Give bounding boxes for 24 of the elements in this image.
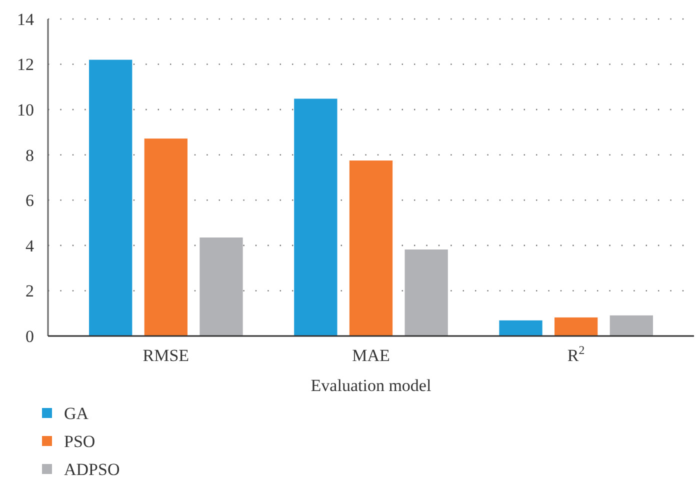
y-tick-label: 10 xyxy=(17,100,34,120)
y-tick-label: 8 xyxy=(26,146,34,165)
legend-label: GA xyxy=(64,404,90,423)
bar xyxy=(144,138,188,336)
x-tick-label: RMSE xyxy=(142,346,190,365)
bar xyxy=(200,238,243,336)
bar xyxy=(499,320,542,336)
y-tick-label: 14 xyxy=(17,10,34,29)
y-tick-label: 2 xyxy=(26,282,34,301)
y-tick-label: 12 xyxy=(17,55,34,74)
bar xyxy=(294,98,338,336)
y-tick-label: 6 xyxy=(26,191,34,210)
legend-label: PSO xyxy=(64,432,96,451)
bar xyxy=(610,315,653,336)
y-tick-label: 0 xyxy=(26,326,34,346)
bar xyxy=(89,60,132,336)
x-tick-label: R$^{2}$ xyxy=(567,343,585,365)
bar xyxy=(349,160,393,336)
y-tick-label: 4 xyxy=(26,236,34,256)
bar xyxy=(554,317,598,336)
x-axis-title: Evaluation model xyxy=(310,376,432,395)
x-tick-label: MAE xyxy=(352,346,390,365)
legend-label: ADPSO xyxy=(64,460,120,479)
bar xyxy=(404,250,448,336)
